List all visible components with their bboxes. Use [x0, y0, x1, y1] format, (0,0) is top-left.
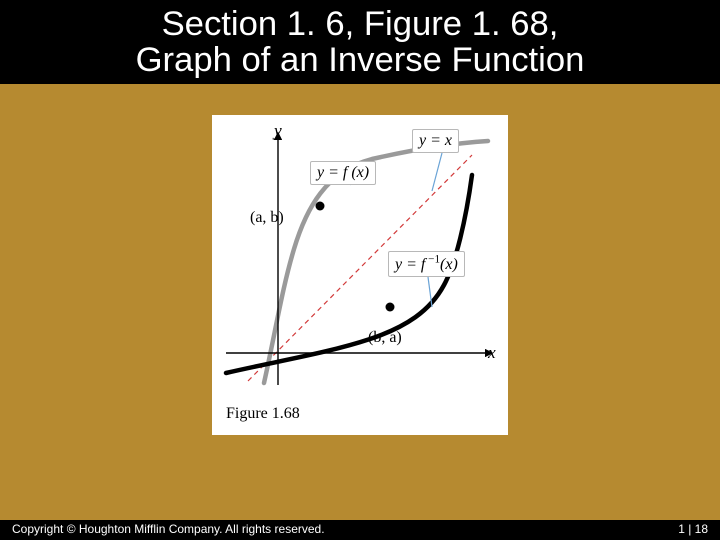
- callout-y-equals-x: y = x: [412, 129, 459, 153]
- y-axis-label: y: [274, 121, 282, 141]
- slide-root: Section 1. 6, Figure 1. 68, Graph of an …: [0, 0, 720, 540]
- copyright-text: Copyright © Houghton Mifflin Company. Al…: [12, 522, 325, 536]
- callout-y-equals-finv-text: y = f −1(x): [395, 256, 458, 273]
- figure-panel: y x y = x y = f (x) y = f −1(x) (a, b) (…: [212, 115, 508, 435]
- callout-y-equals-fx-text: y = f (x): [317, 164, 369, 181]
- figure-caption: Figure 1.68: [226, 405, 300, 423]
- callout-y-equals-finv: y = f −1(x): [388, 251, 465, 277]
- callout-y-equals-fx: y = f (x): [310, 161, 376, 185]
- point-ba: [386, 303, 395, 312]
- point-label-ab: (a, b): [250, 209, 284, 227]
- title-line-2: Graph of an Inverse Function: [0, 42, 720, 78]
- callout-y-equals-x-text: y = x: [419, 132, 452, 149]
- page-number: 1 | 18: [678, 522, 708, 536]
- title-line-1: Section 1. 6, Figure 1. 68,: [0, 6, 720, 42]
- point-label-ba: (b, a): [368, 329, 402, 347]
- x-axis-label: x: [488, 343, 496, 363]
- slide-footer: Copyright © Houghton Mifflin Company. Al…: [0, 520, 720, 540]
- leader-yx: [432, 153, 442, 191]
- slide-title-bar: Section 1. 6, Figure 1. 68, Graph of an …: [0, 0, 720, 84]
- point-ab: [316, 202, 325, 211]
